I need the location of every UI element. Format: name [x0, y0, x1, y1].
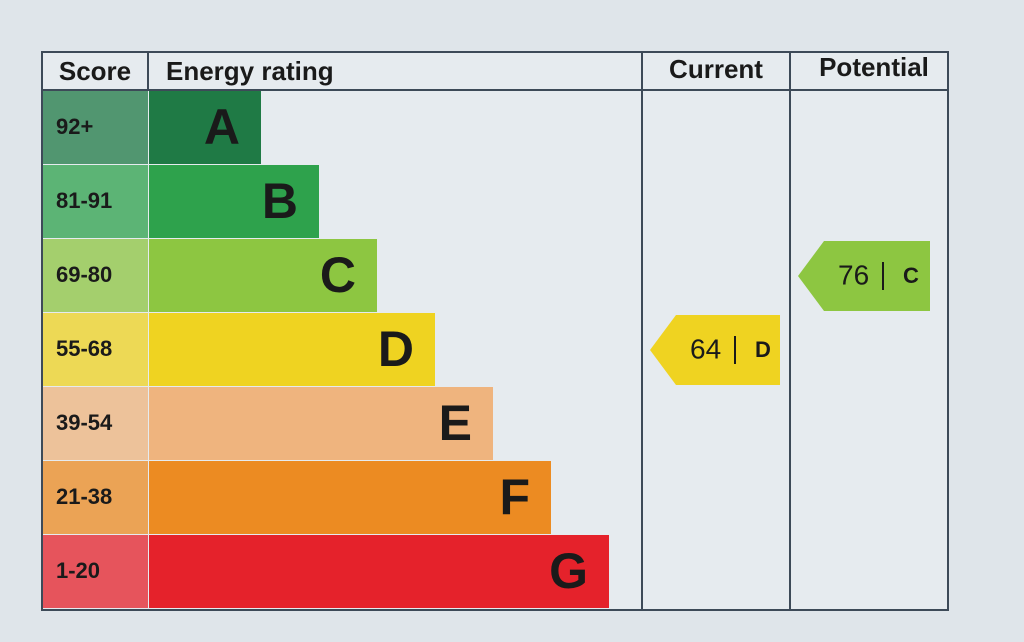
rating-letter: C	[320, 247, 356, 303]
potential-value: 76	[838, 259, 869, 290]
rating-letter: A	[204, 99, 240, 155]
score-label: 1-20	[56, 558, 100, 583]
header-score: Score	[59, 56, 131, 86]
potential-arrow	[798, 241, 930, 311]
rating-bar	[149, 313, 435, 386]
score-label: 81-91	[56, 188, 112, 213]
score-cell	[43, 313, 148, 386]
score-cell	[43, 165, 148, 238]
header-current: Current	[669, 54, 763, 84]
rating-letter: E	[439, 395, 472, 451]
rating-letter: D	[378, 321, 414, 377]
score-label: 69-80	[56, 262, 112, 287]
score-cell	[43, 387, 148, 460]
rating-bar	[149, 535, 609, 608]
rating-letter: B	[262, 173, 298, 229]
score-label: 92+	[56, 114, 93, 139]
score-cell	[43, 91, 148, 164]
score-label: 21-38	[56, 484, 112, 509]
rating-bar	[149, 387, 493, 460]
rating-letter: F	[499, 469, 530, 525]
rating-bar	[149, 91, 261, 164]
score-cell	[43, 535, 148, 608]
score-cell	[43, 461, 148, 534]
potential-letter: C	[903, 263, 919, 288]
score-cell	[43, 239, 148, 312]
score-label: 55-68	[56, 336, 112, 361]
current-value: 64	[690, 333, 721, 364]
score-label: 39-54	[56, 410, 113, 435]
header-energy-rating: Energy rating	[166, 56, 334, 86]
rating-bar	[149, 239, 377, 312]
current-letter: D	[755, 337, 771, 362]
rating-bar	[149, 165, 319, 238]
rating-letter: G	[549, 543, 588, 599]
current-arrow	[650, 315, 780, 385]
table-border	[41, 51, 949, 611]
header-potential: Potential	[819, 52, 929, 82]
rating-bar	[149, 461, 551, 534]
